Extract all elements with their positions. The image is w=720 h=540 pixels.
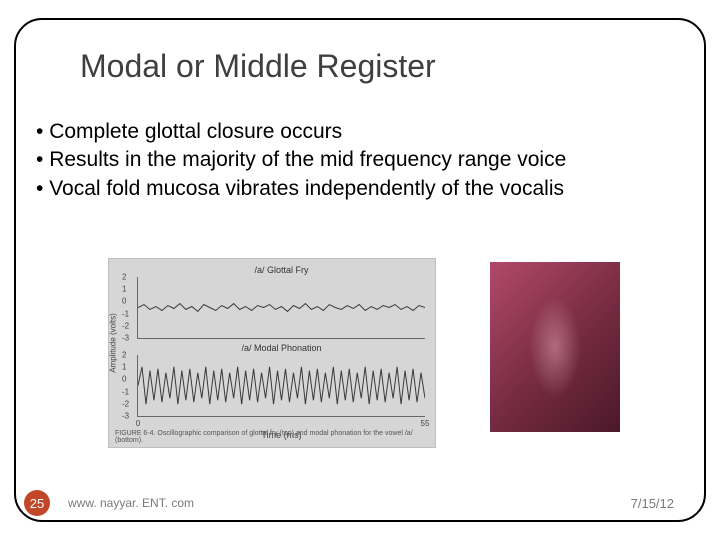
bullet-text: Results in the majority of the mid frequ… (49, 148, 566, 171)
y-tick: -2 (122, 321, 129, 330)
bullet-text: Complete glottal closure occurs (49, 120, 342, 143)
oscillograph-panel-bottom: /a/ Modal Phonation 2 1 0 -1 -2 -3 0 55 … (137, 355, 425, 417)
bullet-item: • Vocal fold mucosa vibrates independent… (36, 175, 566, 203)
page-number: 25 (30, 496, 44, 511)
page-number-badge: 25 (24, 490, 50, 516)
footer-date: 7/15/12 (631, 496, 674, 511)
y-tick: -1 (122, 387, 129, 396)
slide-title: Modal or Middle Register (80, 48, 436, 85)
anatomy-image (490, 262, 620, 432)
wave-bottom (138, 355, 425, 416)
slide: Modal or Middle Register • Complete glot… (0, 0, 720, 540)
y-tick: -2 (122, 399, 129, 408)
y-tick: -3 (122, 334, 129, 343)
wave-top-path (138, 304, 425, 312)
panel-top-label: /a/ Glottal Fry (254, 265, 308, 275)
bullet-item: • Complete glottal closure occurs (36, 118, 566, 146)
y-tick: 1 (122, 285, 126, 294)
wave-top (138, 277, 425, 338)
panel-bot-label: /a/ Modal Phonation (241, 343, 321, 353)
y-tick: 2 (122, 273, 126, 282)
y-tick: 2 (122, 351, 126, 360)
y-axis-label: Amplitude (volts) (109, 313, 118, 373)
y-tick: 0 (122, 375, 126, 384)
oscillograph-figure: Amplitude (volts) /a/ Glottal Fry 2 1 0 … (108, 258, 436, 448)
y-tick: -3 (122, 412, 129, 421)
footer-url: www. nayyar. ENT. com (68, 496, 194, 510)
bullet-item: • Results in the majority of the mid fre… (36, 146, 566, 174)
bullet-list: • Complete glottal closure occurs • Resu… (36, 118, 566, 203)
y-tick: 1 (122, 363, 126, 372)
x-tick: 0 (136, 419, 140, 428)
y-tick: 0 (122, 297, 126, 306)
oscillograph-panel-top: /a/ Glottal Fry 2 1 0 -1 -2 -3 (137, 277, 425, 339)
figure-caption: FIGURE 6-4. Oscillographic comparison of… (115, 430, 429, 445)
bullet-text: Vocal fold mucosa vibrates independently… (49, 177, 564, 200)
x-tick: 55 (421, 419, 430, 428)
wave-bot-path (138, 367, 425, 404)
oscillograph-inner: Amplitude (volts) /a/ Glottal Fry 2 1 0 … (137, 267, 425, 419)
y-tick: -1 (122, 309, 129, 318)
